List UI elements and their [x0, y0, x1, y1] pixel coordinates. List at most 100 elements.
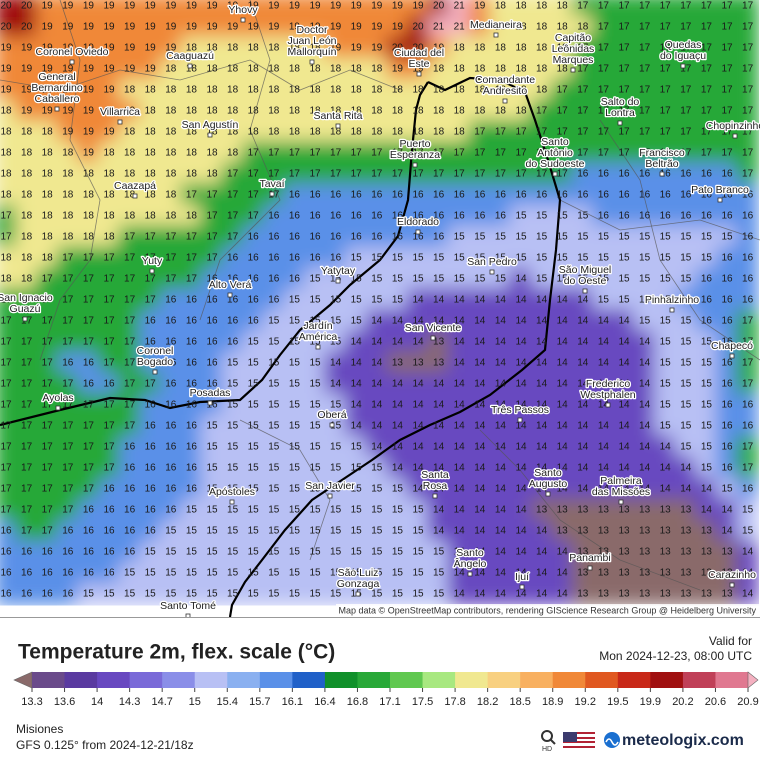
- temperature-cell: [15, 561, 38, 585]
- temperature-value: 17: [0, 337, 12, 348]
- temperature-cell: [0, 435, 18, 459]
- temperature-value: 15: [248, 442, 260, 453]
- temperature-value: 15: [186, 505, 198, 516]
- temperature-cell: [736, 57, 759, 81]
- temperature-cell: [653, 498, 677, 522]
- temperature-cell: [180, 351, 203, 375]
- temperature-cell: [283, 267, 306, 291]
- temperature-cell: [221, 36, 244, 60]
- temperature-cell: [0, 288, 18, 312]
- flag-icon[interactable]: [563, 732, 595, 750]
- temperature-value: 14: [515, 484, 527, 495]
- scale-segment: [552, 672, 586, 688]
- temperature-cell: [159, 78, 183, 102]
- temperature-cell: [344, 519, 368, 543]
- temperature-cell: [447, 36, 471, 60]
- temperature-cell: [468, 36, 492, 60]
- temperature-cell: [262, 414, 286, 438]
- temperature-value: 17: [701, 64, 713, 75]
- brand-logo[interactable]: meteologix.com: [604, 732, 744, 749]
- temperature-cell: [427, 540, 450, 564]
- temperature-cell: [695, 0, 718, 18]
- temperature-value: 15: [454, 274, 466, 285]
- temperature-cell: [0, 141, 18, 165]
- scale-segment: [162, 672, 196, 688]
- temperature-cell: [15, 456, 38, 480]
- temperature-value: 19: [21, 106, 33, 117]
- temperature-value: 15: [289, 526, 301, 537]
- temperature-cell: [15, 141, 38, 165]
- place: Tavaí: [258, 176, 286, 197]
- temperature-value: 17: [124, 358, 136, 369]
- temperature-cell: [35, 57, 59, 81]
- temperature-value: 19: [289, 1, 301, 12]
- temperature-value: 15: [680, 421, 692, 432]
- temperature-value: 15: [557, 253, 569, 264]
- temperature-cell: [15, 99, 38, 123]
- temperature-cell: [550, 561, 574, 585]
- temperature-cell: [447, 330, 471, 354]
- temperature-value: 15: [289, 421, 301, 432]
- temperature-value: 18: [206, 169, 218, 180]
- temperature-value: 17: [721, 106, 733, 117]
- temperature-value: 17: [21, 505, 33, 516]
- temperature-value: 14: [515, 568, 527, 579]
- temperature-cell: [262, 0, 286, 18]
- temperature-value: 16: [206, 274, 218, 285]
- temperature-value: 15: [248, 547, 260, 558]
- temperature-value: 14: [495, 337, 507, 348]
- temperature-cell: [241, 309, 265, 333]
- temperature-cell: [715, 561, 739, 585]
- temperature-value: 16: [289, 274, 301, 285]
- temperature-cell: [365, 456, 389, 480]
- temperature-value: 17: [721, 22, 733, 33]
- temperature-value: 17: [124, 295, 136, 306]
- temperature-value: 17: [742, 106, 754, 117]
- temperature-value: 15: [227, 505, 239, 516]
- temperature-value: 17: [639, 148, 651, 159]
- temperature-cell: [612, 498, 636, 522]
- place-name: Mallorquín: [287, 46, 336, 58]
- temperature-value: 17: [0, 232, 12, 243]
- temperature-cell: [56, 498, 80, 522]
- temperature-value: 18: [248, 85, 260, 96]
- temperature-cell: [571, 183, 595, 207]
- temperature-cell: [427, 309, 450, 333]
- temperature-value: 15: [742, 526, 754, 537]
- temperature-cell: [406, 435, 430, 459]
- temperature-value: 13: [618, 568, 630, 579]
- temperature-value: 14: [742, 589, 754, 600]
- temperature-cell: [180, 141, 203, 165]
- temperature-cell: [15, 393, 38, 417]
- temperature-value: 15: [165, 568, 177, 579]
- temperature-cell: [427, 561, 450, 585]
- temperature-cell: [77, 183, 100, 207]
- temperature-cell: [97, 330, 121, 354]
- temperature-value: 18: [165, 211, 177, 222]
- temperature-value: 17: [248, 148, 260, 159]
- place-marker: [69, 59, 75, 65]
- temperature-value: 17: [165, 253, 177, 264]
- temperature-value: 15: [371, 253, 383, 264]
- temperature-value: 17: [639, 43, 651, 54]
- temperature-value: 14: [515, 421, 527, 432]
- temperature-cell: [427, 0, 450, 18]
- temperature-value: 16: [701, 211, 713, 222]
- temperature-value: 17: [577, 148, 589, 159]
- temperature-value: 15: [248, 400, 260, 411]
- temperature-cell: [262, 288, 286, 312]
- temperature-value: 13: [721, 547, 733, 558]
- temperature-value: 17: [42, 442, 54, 453]
- temperature-cell: [138, 204, 162, 228]
- temperature-cell: [344, 162, 368, 186]
- search-icon[interactable]: HD: [541, 730, 556, 753]
- place-name: Capitão: [555, 32, 591, 44]
- temperature-value: 18: [454, 43, 466, 54]
- temperature-value: 14: [536, 442, 548, 453]
- temperature-value: 15: [330, 295, 342, 306]
- temperature-cell: [35, 498, 59, 522]
- temperature-cell: [386, 519, 409, 543]
- temperature-cell: [159, 456, 183, 480]
